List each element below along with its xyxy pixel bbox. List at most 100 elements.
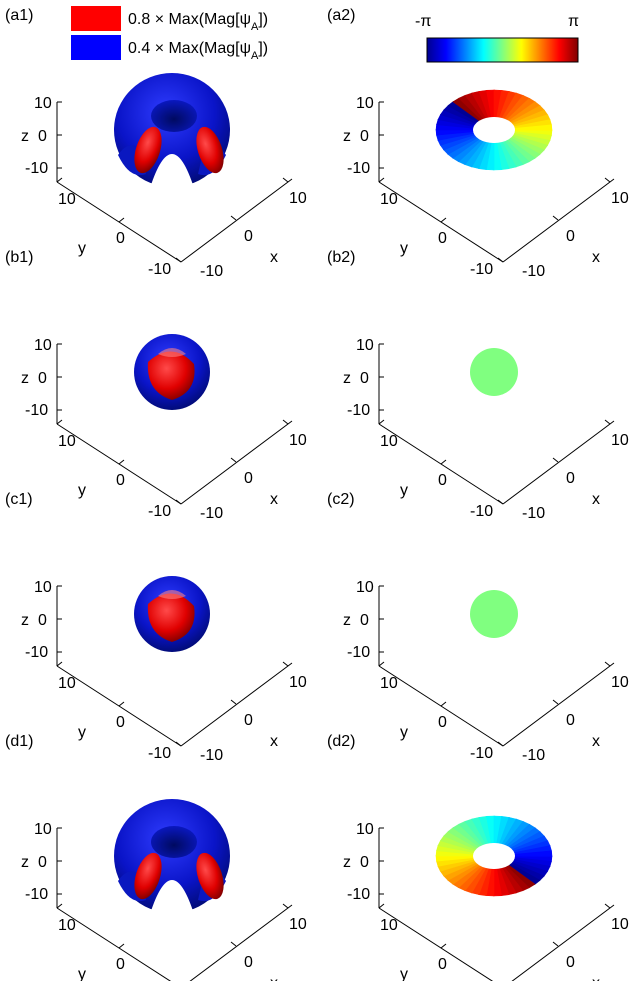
x-tick <box>604 177 611 183</box>
colorbar: -π π <box>415 13 579 63</box>
cutaway-gap <box>150 880 194 914</box>
z-tick-label: 0 <box>360 854 369 871</box>
z-axis-label: z <box>21 612 29 629</box>
y-tick-label: -10 <box>148 261 171 278</box>
y-axis-label: y <box>78 240 86 257</box>
z-tick-label: 10 <box>34 579 52 596</box>
x-tick-label: 0 <box>566 228 575 245</box>
y-tick <box>440 943 447 949</box>
x-tick <box>497 499 504 505</box>
x-axis-label: x <box>592 733 600 750</box>
y-tick-label: 0 <box>438 956 447 973</box>
panel-label: (c2) <box>327 491 355 508</box>
z-tick-label: 0 <box>360 128 369 145</box>
y-tick-label: 10 <box>380 433 398 450</box>
x-tick <box>604 903 611 909</box>
y-tick-label: -10 <box>148 745 171 762</box>
z-tick-label: 0 <box>360 612 369 629</box>
phase-torus <box>435 89 553 171</box>
y-tick-label: 0 <box>438 230 447 247</box>
panel-d1: (d1) 10 0 -10 z 10 0 -10 y -10 0 10 x <box>5 733 307 981</box>
phase-disk <box>470 348 518 396</box>
y-tick <box>378 661 385 667</box>
x-tick-label: 10 <box>611 432 629 449</box>
y-tick <box>56 903 63 909</box>
panel-label: (a2) <box>327 7 355 24</box>
x-tick <box>282 903 289 909</box>
x-axis-label: x <box>270 975 278 981</box>
y-axis-label: y <box>400 482 408 499</box>
x-axis-line <box>180 178 293 263</box>
legend-label-1: 0.8 × Max(Mag[ψA]) <box>128 11 268 33</box>
x-axis-label: x <box>270 733 278 750</box>
panels: (a1) 10 0 -10 z 10 0 -10 y -10 0 10 x (a2) 10 0 -10 z 10 0 -… <box>5 7 629 981</box>
x-axis-line <box>502 420 615 505</box>
y-tick <box>118 943 125 949</box>
z-axis-label: z <box>343 128 351 145</box>
z-tick-label: 10 <box>34 95 52 112</box>
legend: 0.8 × Max(Mag[ψA]) 0.4 × Max(Mag[ψA]) <box>71 6 268 62</box>
z-tick-label: 10 <box>356 95 374 112</box>
y-axis-label: y <box>78 724 86 741</box>
x-tick-label: 0 <box>244 228 253 245</box>
z-tick-label: 0 <box>360 370 369 387</box>
y-tick-label: 0 <box>116 230 125 247</box>
z-tick-label: 10 <box>356 337 374 354</box>
x-tick-label: 10 <box>611 674 629 691</box>
y-axis-label: y <box>400 724 408 741</box>
x-axis-label: x <box>270 491 278 508</box>
x-tick-label: 0 <box>566 712 575 729</box>
y-tick-label: -10 <box>470 745 493 762</box>
phase-hole <box>473 843 515 869</box>
z-tick-label: 0 <box>38 370 47 387</box>
z-tick-label: 10 <box>356 821 374 838</box>
x-tick <box>282 177 289 183</box>
y-tick <box>378 177 385 183</box>
panel-label: (b2) <box>327 249 355 266</box>
phase-segment <box>514 124 553 131</box>
z-tick-label: 0 <box>38 854 47 871</box>
y-axis-label: y <box>400 966 408 981</box>
x-axis-label: x <box>592 249 600 266</box>
x-tick <box>175 499 182 505</box>
y-tick-label: 0 <box>438 714 447 731</box>
red-lobe-left <box>134 126 162 174</box>
x-tick-label: 10 <box>289 916 307 933</box>
z-axis-label: z <box>21 128 29 145</box>
x-tick-label: 10 <box>611 916 629 933</box>
x-tick <box>230 699 237 705</box>
y-tick-label: 10 <box>380 917 398 934</box>
z-tick-label: 10 <box>34 821 52 838</box>
y-tick <box>440 701 447 707</box>
z-axis-label: z <box>343 612 351 629</box>
panel-a1: (a1) 10 0 -10 z 10 0 -10 y -10 0 10 x <box>5 7 307 280</box>
x-axis-line <box>180 420 293 505</box>
x-tick <box>497 741 504 747</box>
x-tick-label: 0 <box>244 954 253 971</box>
x-axis-line <box>511 904 615 981</box>
x-tick <box>552 941 559 947</box>
z-axis-label: z <box>21 370 29 387</box>
y-tick <box>56 661 63 667</box>
x-axis-line <box>180 662 293 747</box>
red-core <box>147 351 195 400</box>
colorbar-gradient <box>426 37 579 63</box>
red-lobe-left <box>134 852 162 900</box>
z-tick-label: -10 <box>347 160 370 177</box>
z-tick-label: 10 <box>356 579 374 596</box>
y-tick <box>56 419 63 425</box>
x-tick-label: -10 <box>200 747 223 764</box>
legend-label-2: 0.4 × Max(Mag[ψA]) <box>128 40 268 62</box>
panel-b2: (b2) 10 0 -10 z 10 0 -10 y -10 0 10 x <box>327 249 629 522</box>
z-tick-label: 10 <box>34 337 52 354</box>
phase-segment <box>514 850 553 857</box>
y-tick-label: 10 <box>58 917 76 934</box>
red-core-highlight <box>158 590 186 599</box>
x-tick <box>552 699 559 705</box>
z-axis-label: z <box>21 854 29 871</box>
legend-swatch-red <box>71 6 121 31</box>
panel-label: (d1) <box>5 733 33 750</box>
x-tick <box>497 257 504 263</box>
panel-c1: (c1) 10 0 -10 z 10 0 -10 y -10 0 10 x <box>5 491 307 764</box>
